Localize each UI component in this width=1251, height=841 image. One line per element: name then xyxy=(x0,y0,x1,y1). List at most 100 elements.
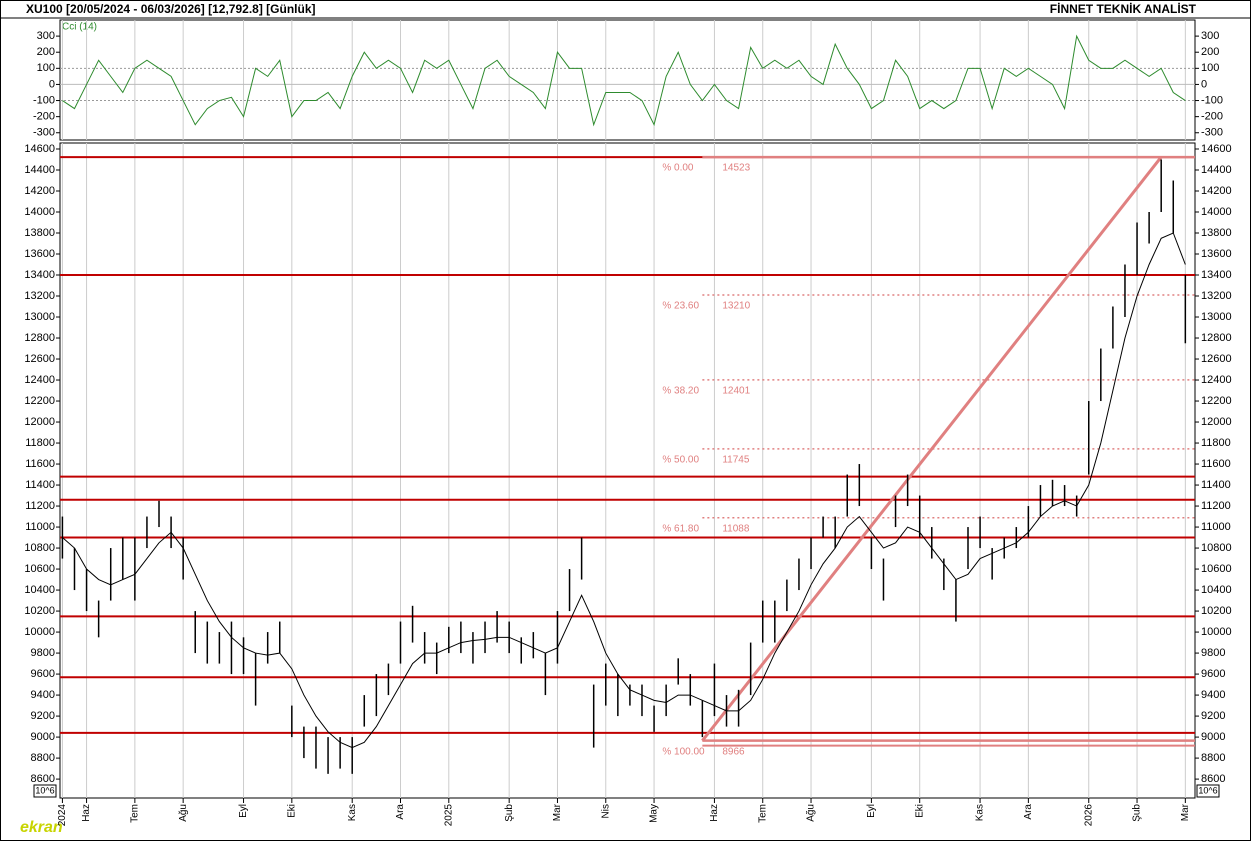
scale-box xyxy=(1196,784,1220,798)
y-tick-label: 11800 xyxy=(1201,437,1231,449)
x-tick-label: Ara xyxy=(1023,804,1034,820)
y-tick-label: 12800 xyxy=(1201,332,1232,344)
y-tick-label: 8800 xyxy=(1201,752,1225,764)
y-tick-label: 11200 xyxy=(1201,500,1231,512)
y-tick-label: 14400 xyxy=(1201,164,1232,176)
y-tick-label: 14000 xyxy=(24,206,55,218)
y-tick-label: 9200 xyxy=(31,710,55,722)
header-right: FİNNET TEKNİK ANALİST xyxy=(1050,1,1197,16)
x-tick-label: Eki xyxy=(286,804,297,818)
y-tick-label: 11200 xyxy=(25,500,55,512)
fib-pct-label: % 23.60 xyxy=(662,301,699,312)
y-tick-label: 9400 xyxy=(31,689,55,701)
x-tick-label: 2024 xyxy=(57,804,68,827)
x-tick-label: 2026 xyxy=(1083,804,1094,827)
y-tick-label: 10200 xyxy=(24,605,55,617)
fib-pct-label: % 0.00 xyxy=(662,163,694,174)
y-tick-label: 12400 xyxy=(24,374,55,386)
y-tick-label: 11600 xyxy=(1201,458,1231,470)
y-tick-label: 13600 xyxy=(24,248,55,260)
y-tick-label: 11400 xyxy=(1201,479,1231,491)
x-tick-label: Haz xyxy=(81,804,92,822)
x-tick-label: Tem xyxy=(130,804,141,823)
fib-value-label: 12401 xyxy=(722,386,750,397)
y-tick-label: 12800 xyxy=(24,332,55,344)
y-tick-label: 200 xyxy=(1201,46,1219,58)
y-tick-label: 13400 xyxy=(24,269,55,281)
fib-pct-label: % 38.20 xyxy=(662,386,699,397)
y-tick-label: 13400 xyxy=(1201,269,1232,281)
scale-label: 10^6 xyxy=(35,785,54,795)
y-tick-label: 8800 xyxy=(31,752,55,764)
y-tick-label: 13200 xyxy=(1201,290,1232,302)
x-tick-label: Ara xyxy=(395,804,406,820)
price-panel xyxy=(59,142,1196,799)
x-tick-label: Kas xyxy=(975,804,986,821)
y-tick-label: 10600 xyxy=(24,563,55,575)
x-tick-label: Ağu xyxy=(178,804,189,822)
cci-line xyxy=(62,34,1186,127)
y-tick-label: 14200 xyxy=(1201,185,1232,197)
y-tick-label: 9800 xyxy=(1201,647,1225,659)
x-tick-label: Eyl xyxy=(238,804,249,818)
y-tick-label: 14600 xyxy=(24,143,55,155)
x-tick-label: Şub xyxy=(1132,804,1143,822)
y-tick-label: 12200 xyxy=(1201,395,1232,407)
y-tick-label: 11800 xyxy=(25,437,55,449)
fib-value-label: 8966 xyxy=(722,746,745,757)
y-tick-label: 9400 xyxy=(1201,689,1225,701)
scale-box xyxy=(33,784,57,798)
x-tick-label: 2025 xyxy=(443,804,454,827)
y-tick-label: 13000 xyxy=(24,311,55,323)
fib-value-label: 11088 xyxy=(722,523,750,534)
y-tick-label: 12400 xyxy=(1201,374,1232,386)
y-tick-label: 10800 xyxy=(24,542,55,554)
y-tick-label: 300 xyxy=(1201,30,1219,42)
y-tick-label: 100 xyxy=(1201,62,1219,74)
y-tick-label: -200 xyxy=(1201,111,1223,123)
y-tick-label: 9000 xyxy=(31,731,55,743)
y-tick-label: 0 xyxy=(49,78,55,90)
y-tick-label: 9600 xyxy=(31,668,55,680)
y-tick-label: 10200 xyxy=(1201,605,1232,617)
watermark: ekran xyxy=(20,819,63,836)
y-tick-label: -200 xyxy=(33,111,55,123)
x-tick-label: Eki xyxy=(914,804,925,818)
y-tick-label: 0 xyxy=(1201,78,1207,90)
y-tick-label: 10000 xyxy=(1201,626,1232,638)
x-tick-label: Mar xyxy=(552,803,563,821)
x-tick-label: Haz xyxy=(709,804,720,822)
y-tick-label: 10800 xyxy=(1201,542,1232,554)
y-tick-label: 14400 xyxy=(24,164,55,176)
y-tick-label: 200 xyxy=(37,46,55,58)
y-tick-label: 9600 xyxy=(1201,668,1225,680)
scale-label: 10^6 xyxy=(1198,785,1217,795)
y-tick-label: -300 xyxy=(33,127,55,139)
y-tick-label: 12000 xyxy=(24,416,55,428)
y-tick-label: 13600 xyxy=(1201,248,1232,260)
y-tick-label: 300 xyxy=(37,30,55,42)
fib-value-label: 13210 xyxy=(722,301,750,312)
x-tick-label: Eyl xyxy=(866,804,877,818)
y-tick-label: 8600 xyxy=(31,773,55,785)
y-tick-label: 12600 xyxy=(1201,353,1232,365)
moving-average xyxy=(62,232,1186,749)
y-tick-label: -100 xyxy=(33,94,55,106)
y-tick-label: 10400 xyxy=(1201,584,1232,596)
y-tick-label: 10400 xyxy=(24,584,55,596)
y-tick-label: 14000 xyxy=(1201,206,1232,218)
fib-value-label: 11745 xyxy=(722,454,750,465)
y-tick-label: 11000 xyxy=(25,521,55,533)
x-tick-label: Mar xyxy=(1180,803,1191,821)
y-tick-label: 9000 xyxy=(1201,731,1225,743)
y-tick-label: 12200 xyxy=(24,395,55,407)
x-tick-label: May xyxy=(649,804,660,823)
y-tick-label: 9800 xyxy=(31,647,55,659)
fib-pct-label: % 100.00 xyxy=(662,746,705,757)
cci-title: Cci (14) xyxy=(62,22,97,33)
y-tick-label: -100 xyxy=(1201,94,1223,106)
cci-panel xyxy=(59,19,1196,141)
y-tick-label: 10000 xyxy=(24,626,55,638)
